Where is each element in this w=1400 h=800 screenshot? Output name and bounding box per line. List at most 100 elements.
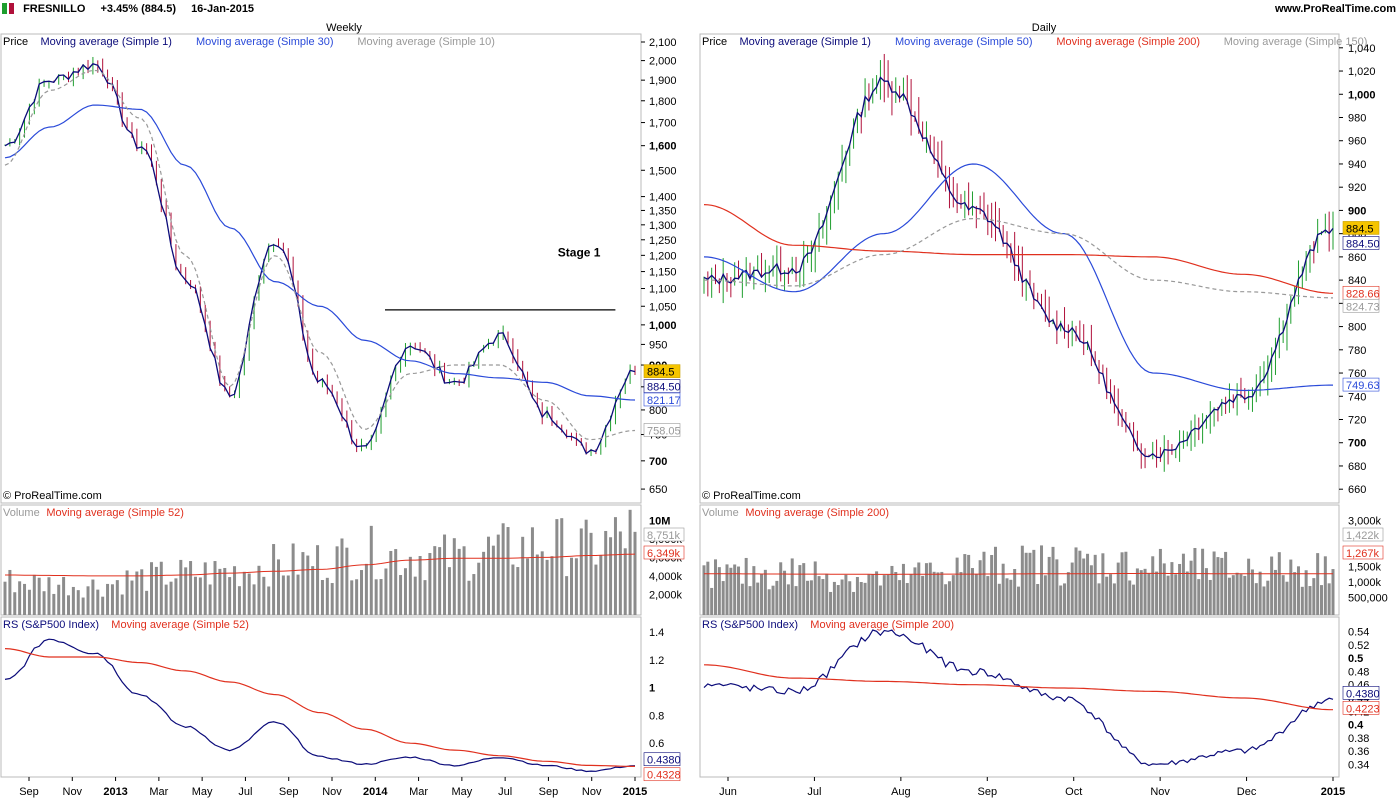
- weekly-price-tick: 950: [649, 339, 667, 351]
- weekly-price-badge: [643, 423, 681, 437]
- daily-volume-bar: [1132, 584, 1136, 615]
- weekly-volume-bar: [66, 595, 70, 615]
- weekly-volume-bar: [247, 573, 251, 615]
- site-link[interactable]: www.ProRealTime.com: [1274, 3, 1396, 15]
- weekly-volume-bar: [81, 597, 85, 615]
- weekly-volume-bar: [486, 536, 490, 615]
- weekly-volume-badge: [643, 527, 685, 542]
- weekly-price-legend: Moving average (Simple 1): [41, 36, 172, 48]
- daily-price-tick: 720: [1348, 415, 1366, 427]
- weekly-rs-badge-text: 0.4328: [647, 770, 681, 782]
- daily-volume-bar: [1143, 568, 1147, 615]
- daily-volume-bar: [1158, 548, 1162, 615]
- weekly-volume-badge: [643, 545, 685, 560]
- daily-volume-bar: [1220, 557, 1224, 615]
- daily-volume-bar: [1239, 574, 1243, 615]
- daily-volume-badge: [1342, 527, 1384, 542]
- daily-rs-tick: 0.52: [1348, 640, 1369, 652]
- weekly-price-tick: 1,300: [649, 220, 677, 232]
- weekly-price-tick: 1,800: [649, 96, 677, 108]
- daily-volume-bar: [740, 583, 744, 615]
- daily-volume-bar: [752, 566, 756, 615]
- weekly-price-legend: Price: [3, 36, 28, 48]
- weekly-volume-bar: [550, 556, 554, 615]
- daily-volume-bar: [844, 574, 848, 615]
- daily-volume-bar: [771, 585, 775, 615]
- daily-price-tick: 760: [1348, 368, 1366, 380]
- weekly-volume-bar: [311, 566, 315, 615]
- daily-volume-bar: [1212, 551, 1216, 615]
- weekly-volume-tick: 10M: [649, 515, 670, 527]
- weekly-price-tick: 1,900: [649, 75, 677, 87]
- daily-volume-bar: [1013, 569, 1017, 615]
- weekly-volume-bar: [457, 548, 461, 615]
- daily-volume-bar: [990, 555, 994, 615]
- weekly-rs-line: [4, 638, 636, 773]
- daily-price-badge: [1342, 298, 1380, 313]
- daily-volume-bar: [717, 567, 721, 615]
- weekly-x-label: May: [451, 786, 472, 798]
- daily-volume-bar: [786, 584, 790, 615]
- daily-volume-bar: [1319, 585, 1323, 615]
- daily-volume-bar: [1185, 571, 1189, 615]
- weekly-volume-bar: [579, 528, 583, 615]
- daily-rs-ma-line: [703, 664, 1333, 711]
- daily-volume-bar: [1078, 550, 1082, 615]
- daily-volume-legend: Moving average (Simple 200): [745, 507, 889, 519]
- daily-volume-bar: [806, 580, 810, 615]
- daily-volume-bar: [1040, 545, 1044, 615]
- weekly-price-tick: 1,500: [649, 165, 677, 177]
- weekly-volume-bar: [447, 567, 451, 615]
- daily-volume-bar: [1005, 578, 1009, 615]
- daily-rs-badge: [1342, 701, 1380, 715]
- weekly-volume-bar: [106, 583, 110, 615]
- weekly-volume-bar: [120, 594, 124, 615]
- weekly-volume-bar: [633, 531, 637, 615]
- daily-x-label: Sep: [977, 786, 997, 798]
- daily-volume-bar: [863, 582, 867, 615]
- daily-rs-tick: 0.34: [1348, 759, 1369, 771]
- weekly-volume-bar: [96, 589, 100, 615]
- daily-volume-bar: [790, 558, 794, 615]
- daily-volume-bar: [817, 576, 821, 615]
- daily-volume-bar: [1216, 557, 1220, 615]
- daily-volume-bar: [1139, 570, 1143, 615]
- header-left: FRESNILLO +3.45% (884.5) 16-Jan-2015: [2, 0, 260, 18]
- weekly-volume-bar: [125, 570, 129, 615]
- weekly-volume-bar: [159, 561, 163, 615]
- daily-volume-bar: [744, 557, 748, 615]
- daily-volume-bar: [1124, 551, 1128, 615]
- daily-price-legend: Moving average (Simple 150): [1224, 36, 1368, 48]
- daily-ma-line: [703, 163, 1333, 392]
- daily-volume-bar: [702, 565, 706, 615]
- daily-volume-bar: [794, 586, 798, 615]
- daily-volume-bar: [882, 575, 886, 615]
- daily-volume-bar: [890, 565, 894, 615]
- weekly-volume-bar: [281, 575, 285, 615]
- weekly-volume-bar: [218, 568, 222, 615]
- weekly-volume-bar: [555, 519, 559, 615]
- daily-rs-line: [703, 629, 1334, 767]
- weekly-price-tick: 700: [649, 456, 667, 468]
- daily-volume-bar: [921, 575, 925, 615]
- daily-price-frame: [699, 33, 1340, 504]
- daily-price-tick: 960: [1348, 136, 1366, 148]
- daily-volume-bar: [986, 576, 990, 615]
- daily-rs-legend: Moving average (Simple 200): [810, 619, 954, 631]
- weekly-volume-bar: [286, 575, 290, 615]
- daily-volume-bar: [836, 585, 840, 615]
- weekly-volume-bar: [267, 586, 271, 615]
- weekly-volume-bar: [164, 584, 168, 615]
- daily-volume-tick: 500,000: [1348, 593, 1388, 605]
- daily-price-legend: Moving average (Simple 50): [895, 36, 1033, 48]
- daily-volume-bar: [1254, 583, 1258, 615]
- weekly-volume-bar: [276, 559, 280, 615]
- weekly-volume-bar: [560, 518, 564, 615]
- daily-volume-bar: [1304, 570, 1308, 615]
- daily-volume-bar: [1300, 586, 1304, 615]
- daily-price-legend: Moving average (Simple 1): [740, 36, 871, 48]
- weekly-volume-bar: [76, 590, 80, 615]
- weekly-volume-bar: [423, 580, 427, 615]
- daily-title: Daily: [1032, 22, 1057, 34]
- weekly-volume-bar: [350, 580, 354, 615]
